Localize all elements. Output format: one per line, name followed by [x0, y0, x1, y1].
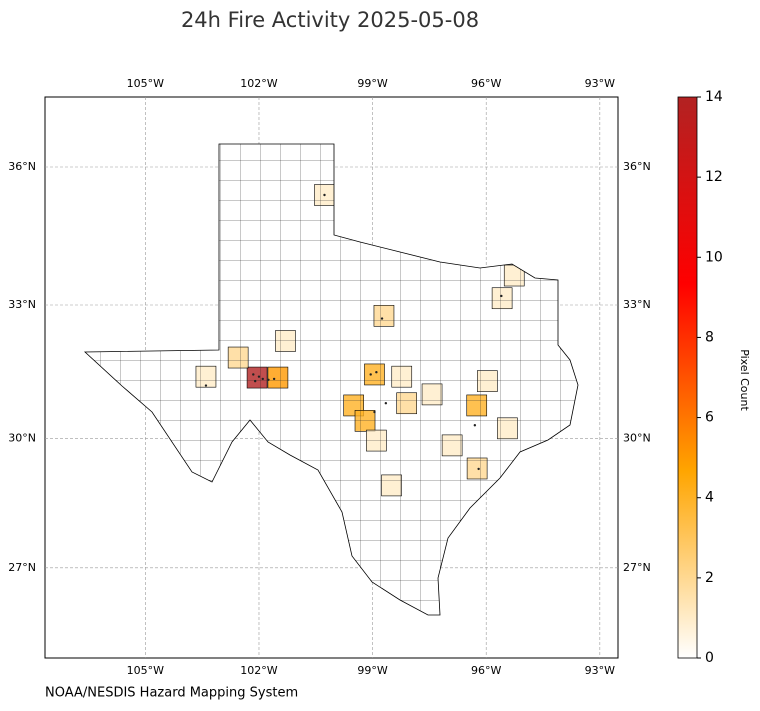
y-tick-label: 36°N — [8, 160, 36, 173]
colorbar-tick-label: 2 — [705, 570, 714, 586]
y-tick-label: 36°N — [623, 160, 651, 173]
colorbar-tick-label: 10 — [705, 249, 723, 265]
fire-detection — [204, 384, 208, 387]
y-tick-label: 27°N — [623, 561, 651, 574]
fire-detection — [380, 317, 384, 320]
fire-detection — [323, 193, 326, 197]
colorbar-tick-label: 8 — [705, 329, 714, 345]
fire-detection — [369, 373, 372, 376]
colorbar-tick-label: 14 — [705, 89, 723, 105]
fire-detection — [375, 371, 378, 374]
fire-detection — [253, 379, 257, 383]
colorbar-tick-label: 0 — [705, 650, 714, 666]
x-tick-label: 93°W — [585, 664, 615, 677]
fire-detection — [477, 467, 480, 471]
fire-detection — [261, 377, 264, 381]
x-tick-label: 105°W — [127, 77, 164, 90]
colorbar-tick-label: 12 — [705, 169, 723, 185]
texas-outline — [83, 143, 579, 616]
x-tick-label: 96°W — [471, 77, 501, 90]
y-tick-label: 30°N — [623, 431, 651, 444]
x-tick-label: 105°W — [127, 664, 164, 677]
source: NOAA/NESDIS Hazard Mapping System — [45, 686, 298, 701]
fire-detection — [384, 402, 388, 405]
x-tick-label: 93°W — [585, 77, 615, 90]
y-tick-label: 27°N — [8, 561, 36, 574]
y-tick-label: 33°N — [623, 298, 651, 311]
fire-detection — [473, 424, 477, 427]
x-tick-label: 99°W — [357, 664, 387, 677]
fire-detection — [373, 410, 376, 414]
fire-detection — [267, 378, 270, 381]
fire-detection — [500, 294, 503, 298]
fire-detection — [257, 375, 261, 378]
x-tick-label: 102°W — [240, 77, 277, 90]
colorbar-tick-label: 4 — [705, 490, 714, 506]
colorbar-label: Pixel Count — [738, 349, 751, 411]
x-tick-label: 99°W — [357, 77, 387, 90]
title: 24h Fire Activity 2025-05-08 — [181, 8, 479, 32]
fire-detection — [252, 373, 255, 376]
detections — [204, 193, 503, 471]
colorbar-tick-label: 6 — [705, 410, 714, 426]
y-tick-label: 30°N — [8, 431, 36, 444]
county-lines — [85, 144, 578, 615]
x-tick-label: 102°W — [240, 664, 277, 677]
y-tick-label: 33°N — [8, 298, 36, 311]
colorbar — [677, 96, 698, 659]
map-frame — [44, 96, 619, 659]
x-tick-label: 96°W — [471, 664, 501, 677]
fire-detection — [272, 377, 276, 381]
